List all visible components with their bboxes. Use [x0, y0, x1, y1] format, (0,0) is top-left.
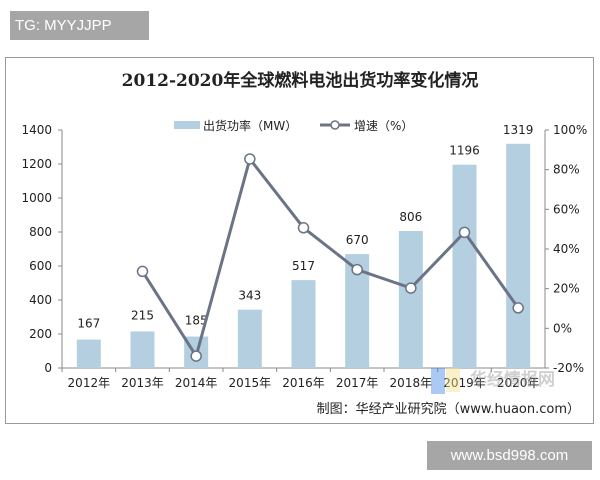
bar-data-label: 215 — [131, 308, 154, 322]
left-tick-label: 400 — [29, 293, 52, 307]
bar — [506, 143, 531, 368]
bar — [398, 230, 423, 368]
left-tick-label: 0 — [44, 361, 52, 375]
x-tick-label: 2014年 — [175, 376, 218, 390]
growth-point — [244, 153, 256, 165]
left-tick-label: 800 — [29, 225, 52, 239]
bar-data-label: 1319 — [503, 123, 534, 137]
bar-data-label: 167 — [77, 317, 100, 331]
growth-point — [351, 263, 363, 276]
growth-point — [136, 265, 149, 278]
x-tick-label: 2018年 — [390, 376, 433, 390]
legend-line-marker — [330, 120, 340, 130]
svg-text:华经情报网: 华经情报网 — [470, 369, 555, 390]
chart-title: 2012-2020年全球燃料电池出货功率变化情况 — [122, 70, 479, 91]
right-tick-label: 0% — [553, 321, 572, 335]
legend-bar-swatch — [174, 121, 200, 129]
growth-point — [405, 282, 417, 294]
right-tick-label: -20% — [553, 361, 584, 375]
growth-line — [141, 155, 520, 360]
growth-point — [512, 302, 524, 314]
x-tick-label: 2020年 — [497, 376, 540, 390]
watermark-top: TG: MYYJJPP — [10, 11, 149, 40]
right-tick-label: 20% — [553, 282, 580, 296]
left-tick-label: 600 — [29, 259, 52, 273]
right-tick-label: 60% — [553, 202, 580, 216]
growth-point — [458, 226, 471, 239]
x-tick-label: 2016年 — [282, 376, 325, 390]
huaon-logo-watermark: 华经情报网 — [431, 368, 555, 394]
bar-data-label: 517 — [292, 259, 315, 273]
bar-data-label: 806 — [399, 210, 422, 224]
watermark-bottom: www.bsd998.com — [427, 441, 592, 470]
x-tick-label: 2015年 — [229, 376, 272, 390]
bar-data-label: 185 — [185, 314, 208, 328]
legend-line-label: 增速（%） — [354, 119, 413, 133]
bar — [76, 339, 101, 368]
left-tick-label: 200 — [29, 327, 52, 341]
growth-point — [190, 350, 202, 362]
source-note: 制图：华经产业研究院（www.huaon.com） — [317, 402, 580, 417]
legend-bar-label: 出货功率（MW） — [203, 118, 297, 133]
bar-data-label: 670 — [346, 233, 369, 247]
bar-data-label: 1196 — [449, 144, 480, 158]
right-tick-label: 100% — [553, 123, 587, 137]
chart-frame — [5, 57, 594, 424]
x-tick-label: 2019年 — [443, 376, 486, 390]
left-tick-label: 1200 — [21, 157, 52, 171]
left-tick-label: 1400 — [21, 123, 52, 137]
x-tick-label: 2017年 — [336, 376, 379, 390]
bar — [237, 309, 262, 368]
left-tick-label: 1000 — [21, 191, 52, 205]
bar — [291, 280, 316, 368]
bar-data-label: 343 — [238, 289, 261, 303]
right-tick-label: 80% — [553, 163, 580, 177]
growth-point — [297, 222, 310, 234]
right-tick-label: 40% — [553, 242, 580, 256]
x-tick-label: 2013年 — [121, 376, 164, 390]
bar — [452, 164, 477, 368]
x-tick-label: 2012年 — [68, 376, 111, 390]
bar — [130, 331, 155, 368]
